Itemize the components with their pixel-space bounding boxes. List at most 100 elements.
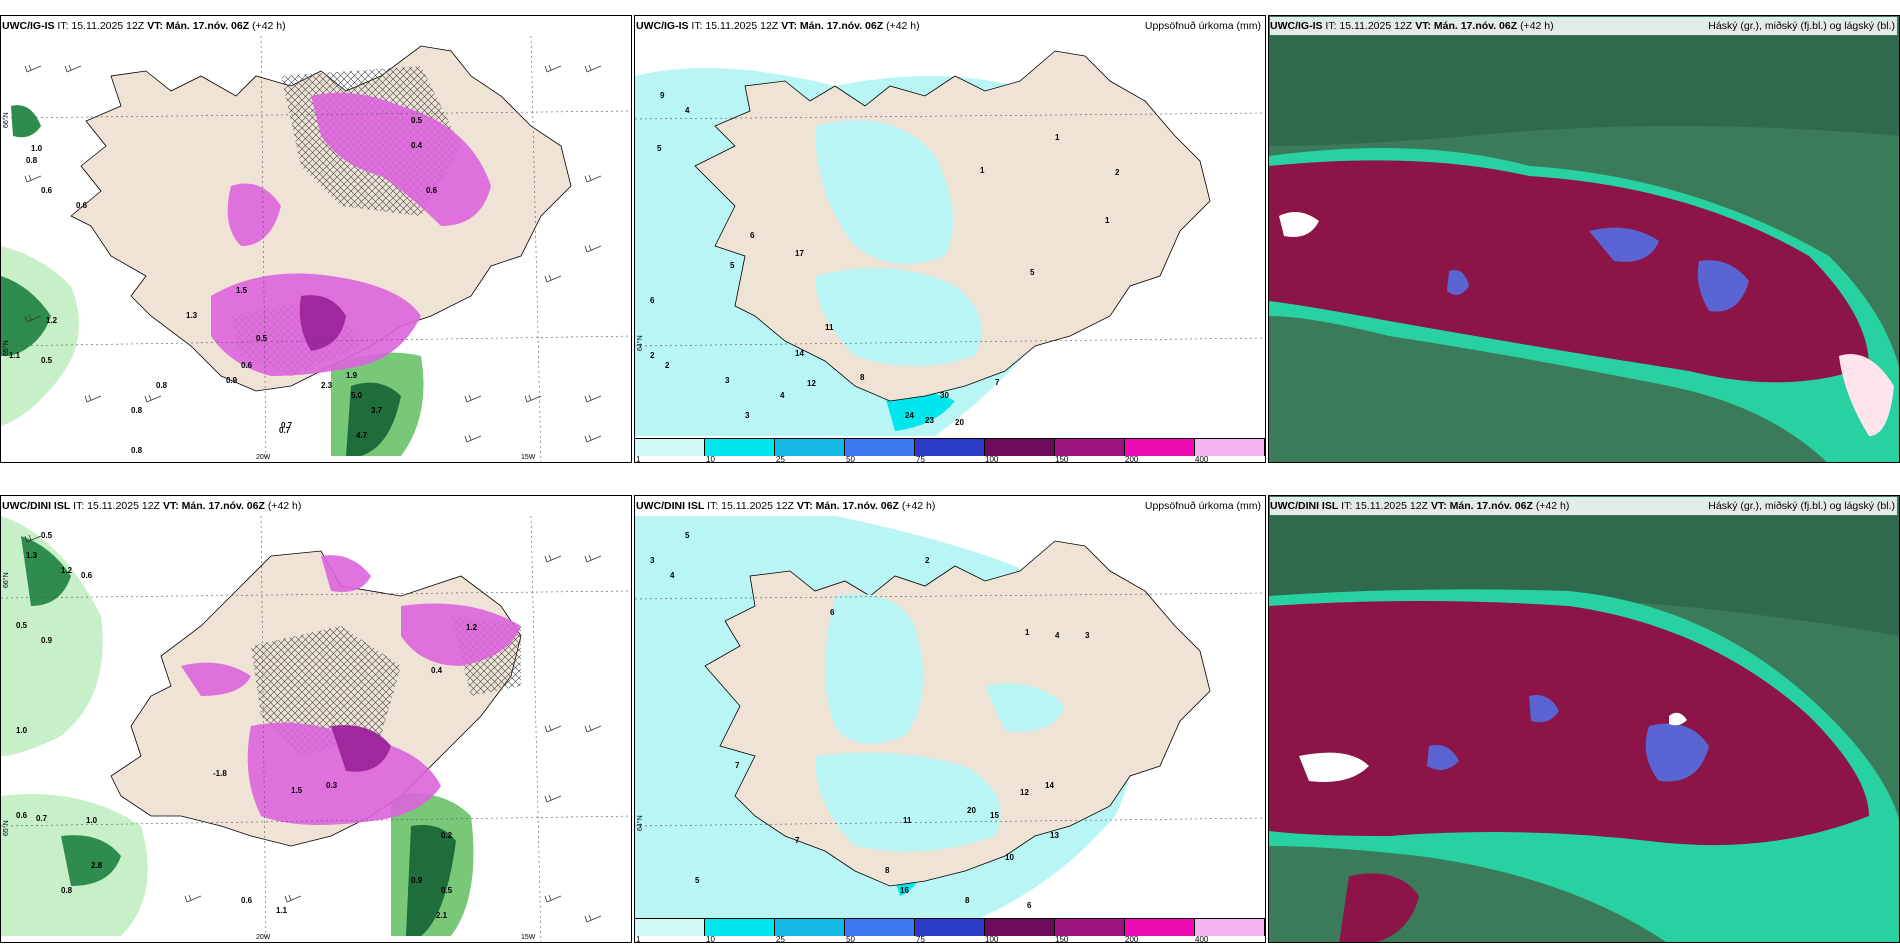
colorbar-box [635, 919, 705, 936]
precip-label: 2.8 [91, 861, 103, 870]
precip-label: 3 [725, 376, 730, 385]
colorbar-boxes [635, 438, 1265, 456]
colorbar-box [985, 439, 1055, 456]
lon-label: 20W [256, 454, 271, 461]
lead-time: (+42 h) [252, 20, 286, 32]
precip-label: 6 [830, 608, 835, 617]
precip-label: 0.7 [36, 814, 48, 823]
init-time: IT: 15.11.2025 12Z [73, 500, 160, 512]
precip-cyan-south [815, 752, 1001, 852]
colorbar-tick: 50 [846, 455, 855, 463]
valid-time: VT: Mán. 17.nóv. 06Z [781, 20, 884, 32]
precip-magenta-north [321, 555, 371, 592]
precip-label: 0.8 [156, 381, 168, 390]
precip-label: -1.8 [213, 769, 227, 778]
valid-time: VT: Mán. 17.nóv. 06Z [796, 500, 899, 512]
precip-label: 13 [1050, 831, 1059, 840]
lat-label: 66°N [3, 572, 10, 588]
precip-label: 15 [990, 811, 999, 820]
precip-label: 6 [750, 231, 755, 240]
colorbar-box [915, 439, 985, 456]
model-name: UWC/IG-IS [1270, 20, 1323, 32]
panel-wind-precip-dini: UWC/DINI ISL IT: 15.11.2025 12Z VT: Mán. … [0, 495, 632, 943]
precip-label: 7 [735, 761, 740, 770]
colorbar-tick: 100 [985, 935, 999, 943]
lead-time: (+42 h) [267, 500, 302, 512]
lat-label: 65°N [3, 820, 10, 836]
precip-label: 0.7 [281, 421, 293, 430]
precip-label: 8 [965, 896, 970, 905]
precip-label: 3 [1085, 631, 1090, 640]
precip-label: 0.6 [76, 201, 88, 210]
precip-label: 9 [660, 91, 665, 100]
precip-magenta-east [401, 603, 521, 666]
precip-label: 6 [1027, 901, 1032, 910]
precip-label: 1 [1105, 216, 1110, 225]
panel-header: UWC/DINI ISL IT: 15.11.2025 12Z VT: Mán. … [1270, 497, 1897, 515]
panel-header: UWC/DINI ISL IT: 15.11.2025 12Z VT: Mán. … [2, 497, 629, 515]
field-title: Háský (gr.), miðský (fj.bl.) og lágský (… [1708, 20, 1895, 32]
cloud-white-2 [1669, 712, 1687, 726]
colorbar-box [845, 439, 915, 456]
precip-label: 2.1 [436, 911, 448, 920]
precip-label: 20 [955, 418, 964, 427]
precip-label: 4 [670, 571, 675, 580]
precip-label: 8 [885, 866, 890, 875]
cloud-maroon-sw [1339, 873, 1419, 942]
precip-label: 7 [995, 378, 1000, 387]
precip-label: 5 [685, 531, 690, 540]
colorbar-tick: 25 [776, 455, 785, 463]
colorbar-tick: 25 [776, 935, 785, 943]
precip-label: 14 [795, 349, 804, 358]
precip-cyan-inland [815, 120, 953, 265]
precip-label: 0.5 [256, 334, 268, 343]
precip-label: 1.3 [186, 311, 198, 320]
precip-label: 4.7 [356, 431, 368, 440]
lat-label: 66°N [3, 112, 10, 128]
colorbar-box [705, 919, 775, 936]
init-time: IT: 15.11.2025 12Z [691, 20, 779, 32]
colorbar: 1 10 25 50 75 100 150 200 400 [635, 438, 1265, 462]
colorbar-box [775, 919, 845, 936]
precip-green-south-dark [406, 825, 456, 936]
precip-label: 0.6 [16, 811, 28, 820]
precip-label: 0.6 [241, 896, 253, 905]
colorbar-box [845, 919, 915, 936]
panel-header: UWC/IG-IS IT: 15.11.2025 12Z VT: Mán. 17.… [636, 17, 1263, 35]
map-wind-precip [1, 515, 631, 942]
precip-label: 1.2 [46, 316, 58, 325]
precip-cyan [885, 392, 955, 431]
cloud-lowblue-3 [1447, 270, 1469, 295]
precip-label: 8 [860, 373, 865, 382]
colorbar-box [915, 919, 985, 936]
precip-label: 0.6 [241, 361, 253, 370]
field-title: Háský (gr.), miðský (fj.bl.) og lágský (… [1708, 500, 1895, 512]
init-time: IT: 15.11.2025 12Z [1341, 500, 1428, 512]
colorbar-tick: 1 [636, 455, 641, 463]
precip-label: 0.5 [441, 886, 453, 895]
lat-label: 64°N [637, 815, 644, 831]
panel-accum-precip-igis: UWC/IG-IS IT: 15.11.2025 12Z VT: Mán. 17.… [634, 15, 1266, 463]
precip-label: 24 [905, 411, 914, 420]
colorbar-box [1195, 919, 1265, 936]
precip-label: 1.1 [9, 351, 21, 360]
precip-label: 0.8 [26, 156, 38, 165]
precip-label: 2 [925, 556, 930, 565]
precip-label: 1.1 [276, 906, 288, 915]
model-name: UWC/IG-IS [2, 20, 55, 32]
precip-label: 23 [925, 416, 934, 425]
cloud-white-se [1839, 354, 1894, 436]
cloud-lowblue-1 [1645, 723, 1709, 782]
precip-label: 0.8 [61, 886, 73, 895]
precip-label: 1.2 [466, 623, 478, 632]
colorbar-tick: 10 [706, 455, 715, 463]
cloud-white [1299, 752, 1369, 782]
model-name: UWC/DINI ISL [2, 500, 71, 512]
lon-label: 20W [256, 934, 271, 941]
cloud-white [1279, 212, 1319, 237]
precip-label: 0.9 [411, 876, 423, 885]
precip-green-west-dark [1, 276, 51, 356]
precip-label: 2 [665, 361, 670, 370]
precip-label: 0.5 [16, 621, 28, 630]
field-title: Uppsöfnuð úrkoma (mm) [1144, 500, 1261, 512]
